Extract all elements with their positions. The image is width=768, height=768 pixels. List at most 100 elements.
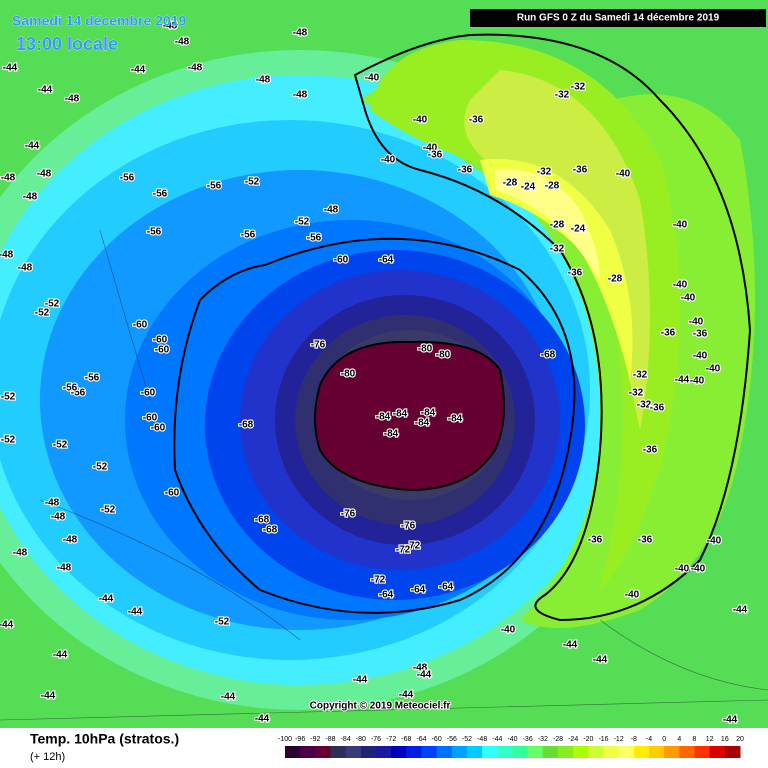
contour-label: -76 — [341, 509, 356, 520]
contour-label: -60 — [143, 413, 158, 424]
contour-label: -48 — [13, 548, 28, 559]
contour-label: -48 — [163, 21, 178, 32]
contour-label: -36 — [428, 150, 443, 161]
contour-label: -84 — [415, 418, 430, 429]
contour-label: -68 — [263, 525, 278, 536]
contour-label: -36 — [568, 268, 583, 279]
colorbar-swatch — [391, 746, 407, 758]
contour-label: -72 — [396, 545, 411, 556]
contour-label: -60 — [165, 488, 180, 499]
contour-label: -60 — [155, 345, 170, 356]
contour-label: -72 — [371, 575, 386, 586]
contour-label: -48 — [63, 535, 78, 546]
colorbar-label: -8 — [631, 736, 637, 743]
contour-label: -32 — [550, 244, 565, 255]
contour-label: -36 — [573, 165, 588, 176]
colorbar-swatch — [558, 746, 574, 758]
contour-label: -56 — [63, 383, 78, 394]
contour-label: -64 — [379, 255, 394, 266]
contour-label: -52 — [1, 392, 16, 403]
contour-label: -40 — [691, 564, 706, 575]
colorbar-swatch — [451, 746, 468, 758]
contour-label: -24 — [521, 182, 536, 193]
contour-label: -40 — [673, 220, 688, 231]
contour-label: -48 — [413, 663, 428, 674]
contour-label: -60 — [153, 335, 168, 346]
run-box — [470, 9, 766, 27]
contour-label: -24 — [571, 224, 586, 235]
colorbar-label: -60 — [432, 736, 442, 743]
colorbar-label: 8 — [693, 736, 697, 743]
colorbar-label: -76 — [371, 736, 381, 743]
contour-label: -40 — [706, 364, 721, 375]
temperature-field — [0, 0, 768, 728]
contour-label: -40 — [693, 351, 708, 362]
contour-label: -52 — [1, 435, 16, 446]
contour-label: -36 — [693, 329, 708, 340]
contour-label: -56 — [153, 189, 168, 200]
field-warm — [480, 158, 633, 380]
contour-label: -28 — [503, 178, 518, 189]
contour-label: -44 — [255, 714, 270, 725]
contour-label: -56 — [71, 388, 86, 399]
footer-title: Temp. 10hPa (stratos.) — [30, 731, 179, 747]
contour-label: -44 — [3, 63, 18, 74]
contour-label: -36 — [458, 165, 473, 176]
colorbar-swatch — [376, 746, 392, 758]
contour-label: -44 — [593, 655, 608, 666]
colorbar-swatch — [649, 746, 665, 758]
colorbar-label: -32 — [538, 736, 548, 743]
contour-labels: -48-48-48-44-44-48-44 -48-48-48-44-48-48-… — [0, 20, 749, 727]
contour-label: -80 — [341, 369, 356, 380]
contour-line — [314, 340, 505, 492]
colorbar-label: -56 — [447, 736, 457, 743]
contour-label: -76 — [311, 340, 326, 351]
contour-label: -64 — [439, 582, 454, 593]
colorbar-label: -52 — [462, 736, 472, 743]
colorbar-label: -12 — [614, 736, 624, 743]
colorbar-label: -80 — [356, 736, 366, 743]
contour-label: -40 — [707, 536, 722, 547]
contour-label: -56 — [120, 173, 135, 184]
contour-label: -44 — [399, 690, 414, 701]
colorbar: -100 -96 -92 -88 -84 -80 -76 -72 -68 -64 -60 -56 -52… — [278, 736, 744, 758]
colorbar-swatch — [542, 746, 559, 758]
contour-label: -52 — [35, 308, 50, 319]
colorbar-swatch — [724, 746, 741, 758]
field-warm — [495, 169, 600, 280]
colorbar-label: 20 — [736, 736, 744, 743]
contour-label: -80 — [436, 350, 451, 361]
contour-label: -48 — [45, 498, 60, 509]
colorbar-label: -72 — [386, 736, 396, 743]
contour-label: -48 — [23, 192, 38, 203]
contour-label: -44 — [38, 85, 53, 96]
contour-label: -44 — [353, 675, 368, 686]
colorbar-label: -48 — [477, 736, 487, 743]
contour-label: -56 — [307, 233, 322, 244]
contour-label: -44 — [41, 691, 56, 702]
colorbar-label: -16 — [598, 736, 608, 743]
contour-label: -40 — [625, 590, 640, 601]
contour-label: -40 — [365, 73, 380, 84]
contour-label: -32 — [629, 388, 644, 399]
colorbar-label: -4 — [646, 736, 652, 743]
colorbar-label: -100 — [278, 736, 292, 743]
contour-label: -32 — [633, 370, 648, 381]
date-label: Samedi 14 décembre 2019 — [12, 13, 187, 29]
contour-label: -52 — [101, 505, 116, 516]
contour-label: -56 — [207, 181, 222, 192]
contour-label: -40 — [681, 293, 696, 304]
colorbar-label: -40 — [507, 736, 517, 743]
contour-label: -36 — [638, 535, 653, 546]
colorbar-swatch — [618, 746, 635, 758]
contour-label: -60 — [151, 423, 166, 434]
colorbar-swatch — [345, 746, 362, 758]
contour-label: -44 — [128, 607, 143, 618]
contour-label: -44 — [0, 620, 14, 631]
contour-label: -56 — [241, 230, 256, 241]
contour-label: -36 — [650, 403, 665, 414]
contour-label: -44 — [675, 375, 690, 386]
colorbar-swatch — [664, 746, 680, 758]
contour-label: -84 — [448, 414, 463, 425]
